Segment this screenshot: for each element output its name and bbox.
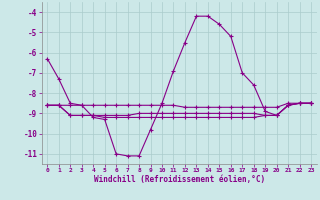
- X-axis label: Windchill (Refroidissement éolien,°C): Windchill (Refroidissement éolien,°C): [94, 175, 265, 184]
